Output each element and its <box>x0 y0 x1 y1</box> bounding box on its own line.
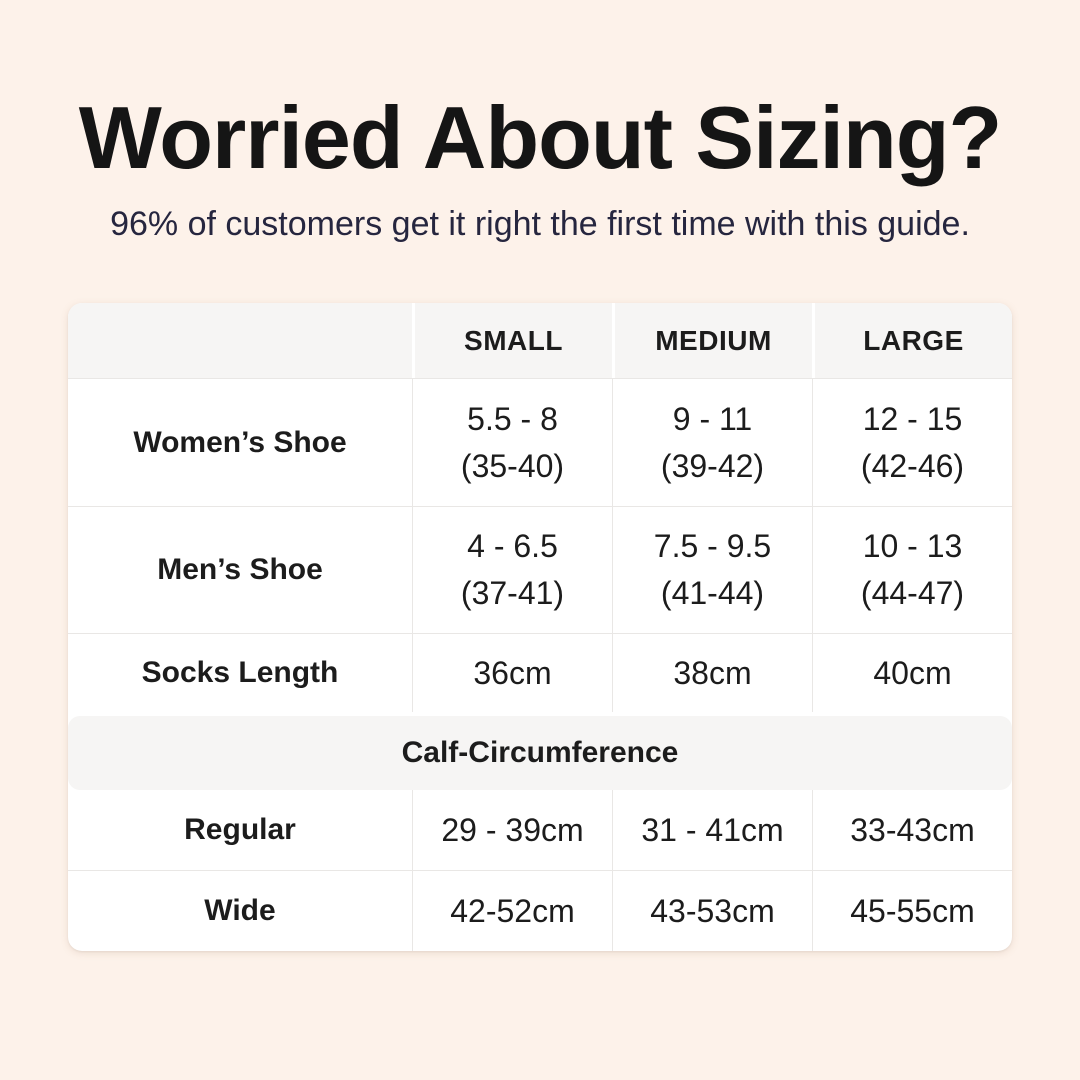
cell-value-line2: (37-41) <box>460 575 565 612</box>
table-cell: 10 - 13 (44-47) <box>812 507 1012 634</box>
size-table: SMALL MEDIUM LARGE Women’s Shoe 5.5 - 8 … <box>68 303 1012 952</box>
cell-value: 45-55cm <box>850 892 975 929</box>
table-cell: 12 - 15 (42-46) <box>812 379 1012 507</box>
table-row-mens-shoe: Men’s Shoe 4 - 6.5 (37-41) 7.5 - 9.5 (41… <box>68 506 1012 634</box>
row-label: Women’s Shoe <box>133 425 347 459</box>
cell-value: 42-52cm <box>450 892 575 929</box>
cell-value: 31 - 41cm <box>641 811 784 848</box>
cell-value-line2: (39-42) <box>660 447 765 484</box>
table-cell: 43-53cm <box>612 871 812 952</box>
table-cell: 38cm <box>612 634 812 713</box>
cell-value-line2: (44-47) <box>860 575 965 612</box>
table-cell: 7.5 - 9.5 (41-44) <box>612 507 812 634</box>
table-cell: 45-55cm <box>812 871 1012 952</box>
cell-value: 38cm <box>673 654 752 691</box>
table-cell: 29 - 39cm <box>412 790 612 871</box>
table-cell: 5.5 - 8 (35-40) <box>412 379 612 507</box>
cell-value: 33-43cm <box>850 811 975 848</box>
table-cell: 36cm <box>412 634 612 713</box>
column-header-small: SMALL <box>412 303 612 379</box>
cell-value: 29 - 39cm <box>441 811 584 848</box>
table-cell: 31 - 41cm <box>612 790 812 871</box>
cell-value: 40cm <box>873 654 952 691</box>
table-row-regular: Regular 29 - 39cm 31 - 41cm 33-43cm <box>68 790 1012 871</box>
page-subtitle: 96% of customers get it right the first … <box>110 205 970 244</box>
table-row-socks-length: Socks Length 36cm 38cm 40cm <box>68 633 1012 713</box>
cell-value: 36cm <box>473 654 552 691</box>
table-row-womens-shoe: Women’s Shoe 5.5 - 8 (35-40) 9 - 11 (39-… <box>68 378 1012 507</box>
cell-value-line1: 5.5 - 8 <box>467 400 558 437</box>
cell-value-line1: 9 - 11 <box>672 400 753 437</box>
row-label: Wide <box>204 894 276 928</box>
cell-value-line1: 7.5 - 9.5 <box>653 528 772 565</box>
cell-value-line2: (35-40) <box>460 447 565 484</box>
table-cell: 42-52cm <box>412 871 612 952</box>
cell-value-line1: 10 - 13 <box>862 528 963 565</box>
page-title: Worried About Sizing? <box>78 88 1002 187</box>
header-cell-empty <box>68 303 412 379</box>
row-label: Regular <box>184 813 296 847</box>
table-cell: 9 - 11 (39-42) <box>612 379 812 507</box>
table-cell: 33-43cm <box>812 790 1012 871</box>
cell-value-line1: 4 - 6.5 <box>467 528 558 565</box>
table-row-wide: Wide 42-52cm 43-53cm 45-55cm <box>68 870 1012 952</box>
table-header-row: SMALL MEDIUM LARGE <box>68 303 1012 379</box>
row-label: Men’s Shoe <box>157 553 323 587</box>
section-header-calf-circumference: Calf-Circumference <box>68 716 1012 791</box>
cell-value-line2: (42-46) <box>860 447 965 484</box>
cell-value-line1: 12 - 15 <box>862 400 963 437</box>
row-label: Socks Length <box>141 656 339 690</box>
table-cell: 40cm <box>812 634 1012 713</box>
table-cell: 4 - 6.5 (37-41) <box>412 507 612 634</box>
column-header-large: LARGE <box>812 303 1012 379</box>
cell-value: 43-53cm <box>650 892 775 929</box>
cell-value-line2: (41-44) <box>660 575 765 612</box>
column-header-medium: MEDIUM <box>612 303 812 379</box>
